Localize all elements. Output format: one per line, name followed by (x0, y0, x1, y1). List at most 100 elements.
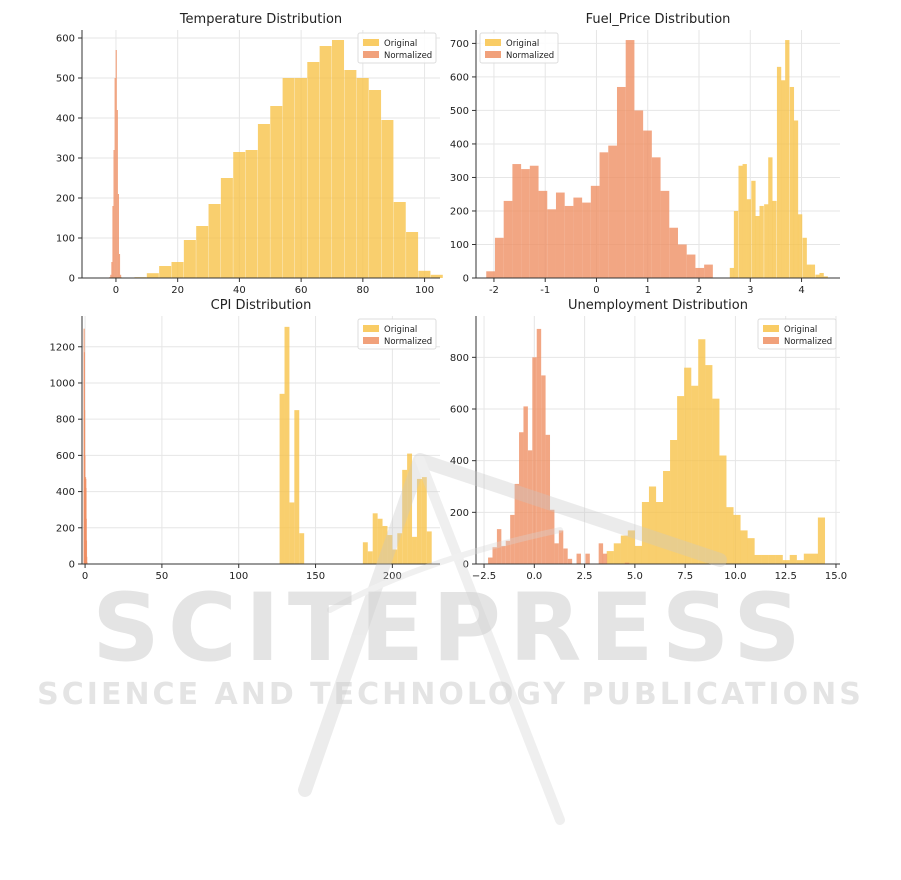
legend-label-normalized: Normalized (384, 51, 432, 61)
legend-swatch-original (485, 39, 501, 46)
histogram-bar-normalized (496, 529, 502, 564)
histogram-bar-normalized (527, 450, 533, 564)
histogram-bar-normalized (494, 237, 504, 278)
y-tick-label: 300 (450, 173, 469, 184)
histogram-bar-original (726, 507, 734, 564)
histogram-bar-normalized (514, 483, 520, 564)
x-tick-label: 150 (306, 571, 325, 582)
histogram-bar-normalized (624, 562, 630, 564)
histogram-bar-normalized (523, 406, 528, 564)
y-tick-label: 0 (463, 560, 469, 571)
x-tick-label: 100 (229, 571, 248, 582)
histogram-bar-normalized (643, 130, 652, 278)
histogram-bar-original (797, 214, 803, 278)
histogram-bar-original (768, 554, 776, 564)
histogram-bar-original (294, 78, 307, 278)
chart-legend: Original Normalized (757, 318, 837, 350)
histogram-bar-original (764, 204, 769, 278)
histogram-bar-original (768, 157, 773, 278)
histogram-bar-normalized (558, 530, 564, 564)
histogram-bar-original (747, 538, 755, 564)
histogram-bar-original (387, 535, 393, 564)
histogram-bar-original (729, 267, 735, 278)
histogram-bar-normalized (602, 553, 608, 564)
y-tick-label: 200 (450, 206, 469, 217)
histogram-bar-original (738, 165, 743, 278)
histogram-bar-original (257, 124, 270, 278)
y-tick-label: 600 (56, 451, 75, 462)
x-tick-label: 20 (171, 285, 184, 296)
histogram-bar-original (803, 553, 811, 564)
histogram-bar-normalized (550, 509, 555, 564)
histogram-bar-original (362, 542, 368, 564)
histogram-bar-normalized (625, 40, 635, 279)
histogram-bar-original (402, 469, 408, 564)
legend-label-original: Original (384, 39, 417, 49)
x-tick-label: 0.0 (526, 571, 542, 582)
histogram-bar-normalized (563, 548, 568, 564)
histogram-bar-original (759, 205, 764, 278)
chart-legend: Original Normalized (479, 32, 559, 64)
histogram-bar-original (634, 545, 643, 564)
legend-label-original: Original (784, 325, 817, 335)
histogram-bar-original (284, 326, 290, 564)
histogram-bar-normalized (113, 150, 115, 278)
histogram-bar-normalized (651, 157, 661, 278)
y-tick-label: 600 (450, 72, 469, 83)
legend-label-original: Original (384, 325, 417, 335)
histogram-bar-normalized (536, 328, 542, 564)
histogram-bar-normalized (114, 78, 116, 278)
histogram-bar-normalized (529, 165, 539, 278)
histogram-bar-normalized (111, 262, 113, 278)
y-tick-label: 100 (56, 234, 75, 245)
y-tick-label: 200 (56, 194, 75, 205)
histogram-bar-original (698, 339, 706, 564)
histogram-bar-original (775, 554, 783, 564)
legend-swatch-normalized (485, 51, 501, 58)
y-tick-label: 300 (56, 154, 75, 165)
histogram-bar-original (627, 530, 635, 564)
y-tick-label: 200 (450, 508, 469, 519)
chart-title: Temperature Distribution (179, 12, 342, 27)
x-tick-label: 60 (295, 285, 308, 296)
histogram-bar-original (806, 264, 811, 278)
histogram-bar-original (412, 536, 417, 564)
histogram-bar-original (815, 274, 820, 278)
histogram-bar-original (377, 518, 383, 564)
histogram-bar-normalized (501, 545, 506, 564)
histogram-bar-normalized (554, 543, 559, 564)
histogram-bar-original (397, 533, 403, 564)
histogram-bar-original (196, 226, 209, 278)
histogram-bar-normalized (115, 50, 117, 278)
histogram-bar-normalized (110, 274, 112, 278)
legend-label-original: Original (506, 39, 539, 49)
x-tick-label: 7.5 (677, 571, 693, 582)
histogram-bar-normalized (538, 190, 548, 278)
x-tick-label: 2.5 (577, 571, 593, 582)
y-tick-label: 700 (450, 39, 469, 50)
x-tick-label: 2 (696, 285, 702, 296)
histogram-bar-original (641, 502, 650, 564)
histogram-bar-normalized (634, 110, 644, 278)
histogram-bar-original (810, 264, 816, 278)
histogram-bar-original (655, 502, 664, 564)
histogram-bar-normalized (541, 375, 546, 564)
chart-panel-2: -2 -1 0 1 2 3 4 0 100 200 300 400 500 600 700 Fuel_Pric… (450, 12, 840, 296)
x-tick-label: 40 (233, 285, 246, 296)
histogram-bar-original (620, 535, 628, 564)
histogram-bar-original (208, 204, 221, 278)
histogram-bar-original (823, 276, 828, 278)
histogram-bar-normalized (86, 562, 88, 564)
chart-panel-1: 0 20 40 60 80 100 0 100 200 300 400 500 600 Temperatu… (56, 12, 443, 296)
histogram-bar-original (746, 199, 751, 278)
histogram-bar-original (817, 517, 826, 564)
x-tick-label: 15.0 (825, 571, 847, 582)
histogram-bar-normalized (598, 543, 604, 564)
y-tick-label: 1000 (50, 378, 75, 389)
histogram-bar-original (416, 478, 422, 564)
histogram-bar-original (430, 274, 443, 278)
legend-swatch-original (763, 325, 779, 332)
legend-label-normalized: Normalized (384, 337, 432, 347)
watermark-emblem (298, 453, 727, 825)
